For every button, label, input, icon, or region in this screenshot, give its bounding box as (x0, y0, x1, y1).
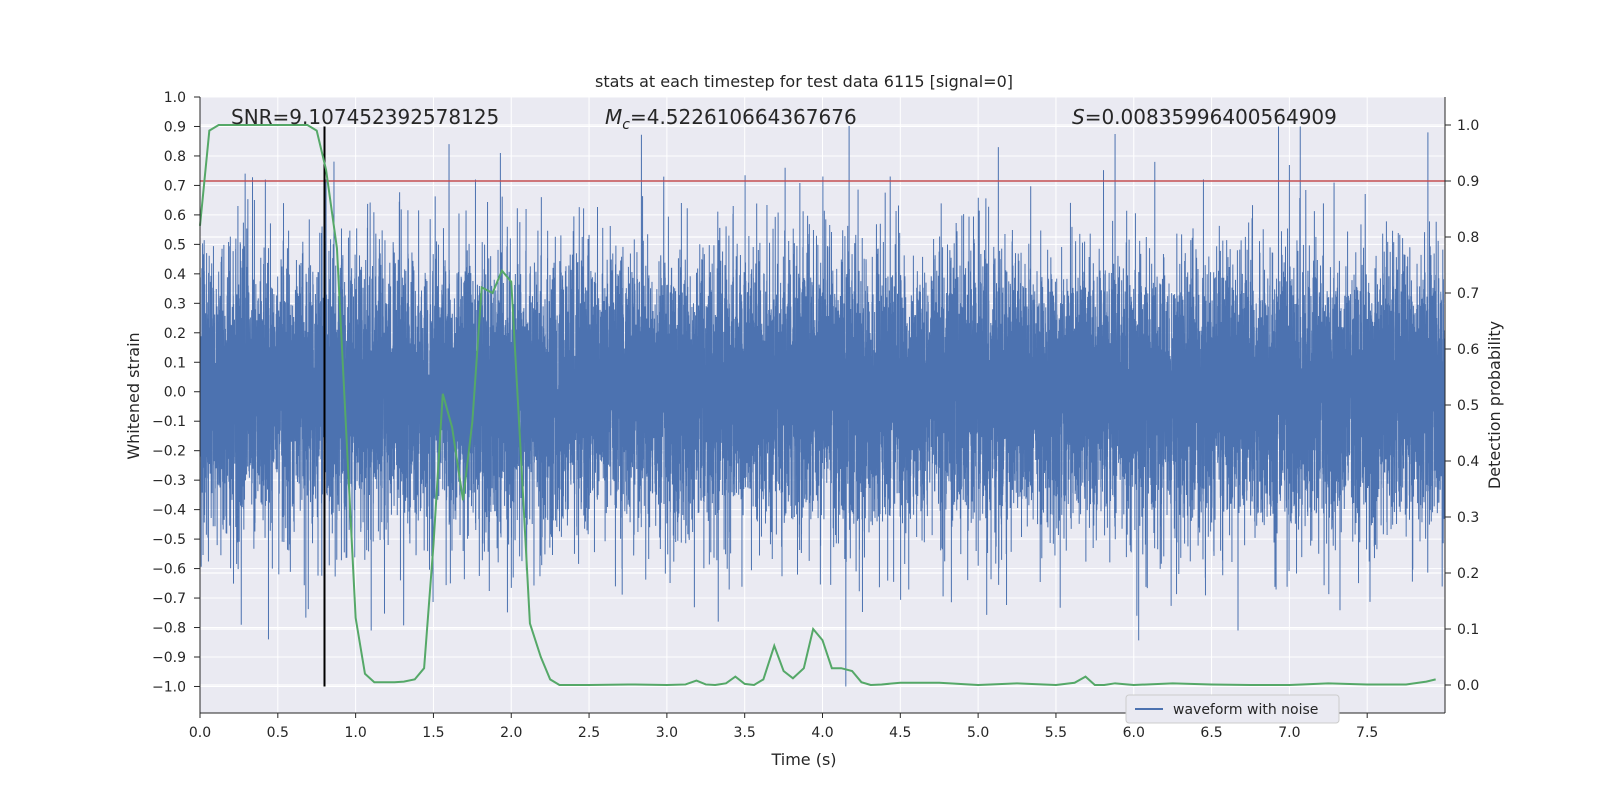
x-tick-label: 3.5 (734, 725, 756, 741)
y-tick-label: −0.1 (152, 414, 186, 430)
y-axis-label: Whitened strain (124, 332, 143, 459)
y2-tick-label: 0.5 (1457, 398, 1479, 414)
y-tick-label: 0.4 (164, 267, 186, 283)
y2-tick-label: 0.2 (1457, 566, 1479, 582)
y2-axis-label: Detection probability (1485, 321, 1504, 489)
x-tick-label: 7.0 (1278, 725, 1300, 741)
y2-tick-label: 0.1 (1457, 622, 1479, 638)
legend-entry: waveform with noise (1173, 702, 1318, 718)
chirp-mass-symbol: M (605, 105, 622, 129)
x-tick-label: 3.0 (656, 725, 678, 741)
y-tick-label: 0.3 (164, 296, 186, 312)
s-statistic-symbol: S (1072, 105, 1085, 129)
y-tick-label: 0.1 (164, 355, 186, 371)
chirp-mass-subscript: c (622, 117, 630, 133)
chart-title: stats at each timestep for test data 611… (595, 72, 1013, 91)
chirp-mass-value: =4.522610664367676 (630, 105, 857, 129)
s-statistic-value: =0.00835996400564909 (1085, 105, 1337, 129)
x-tick-label: 4.0 (811, 725, 833, 741)
y-tick-label: 0.2 (164, 326, 186, 342)
y-tick-label: −0.9 (152, 650, 186, 666)
y2-tick-label: 0.9 (1457, 174, 1479, 190)
y-tick-label: −0.8 (152, 621, 186, 637)
chirp-mass-annotation: Mc=4.522610664367676 (605, 105, 857, 133)
y-tick-label: −0.6 (152, 562, 186, 578)
x-tick-label: 7.5 (1356, 725, 1378, 741)
snr-annotation: SNR=9.107452392578125 (231, 105, 499, 129)
waveform-series-line (199, 126, 1446, 687)
x-tick-label: 5.0 (967, 725, 989, 741)
legend: waveform with noise (1125, 694, 1340, 724)
x-tick-label: 4.5 (889, 725, 911, 741)
x-tick-label: 6.0 (1123, 725, 1145, 741)
x-tick-label: 6.5 (1200, 725, 1222, 741)
x-tick-label: 1.5 (422, 725, 444, 741)
y-tick-label: −0.4 (152, 503, 186, 519)
detection-probability-line (199, 124, 1436, 687)
y-tick-label: −1.0 (152, 679, 186, 695)
y2-tick-label: 1.0 (1457, 118, 1479, 134)
x-axis-label: Time (s) (770, 750, 836, 769)
legend-box (1125, 694, 1340, 724)
y-tick-label: 0.8 (164, 149, 186, 165)
y-tick-label: 0.5 (164, 237, 186, 253)
y-tick-label: −0.3 (152, 473, 186, 489)
y-tick-label: 1.0 (164, 90, 186, 106)
s-statistic-annotation: S=0.00835996400564909 (1072, 105, 1337, 129)
y-tick-label: 0.6 (164, 208, 186, 224)
x-tick-label: 0.5 (267, 725, 289, 741)
y-tick-label: 0.0 (164, 385, 186, 401)
x-tick-label: 0.0 (189, 725, 211, 741)
y2-tick-label: 0.4 (1457, 454, 1479, 470)
x-tick-label: 2.5 (578, 725, 600, 741)
y-tick-label: −0.7 (152, 591, 186, 607)
y-tick-label: −0.2 (152, 444, 186, 460)
y2-tick-label: 0.8 (1457, 230, 1479, 246)
x-tick-label: 5.5 (1045, 725, 1067, 741)
x-tick-label: 1.0 (344, 725, 366, 741)
y2-tick-label: 0.6 (1457, 342, 1479, 358)
y-tick-label: 0.9 (164, 119, 186, 135)
y2-tick-label: 0.3 (1457, 510, 1479, 526)
y-tick-label: −0.5 (152, 532, 186, 548)
x-tick-label: 2.0 (500, 725, 522, 741)
y2-tick-label: 0.7 (1457, 286, 1479, 302)
y2-tick-label: 0.0 (1457, 678, 1479, 694)
y-tick-label: 0.7 (164, 178, 186, 194)
